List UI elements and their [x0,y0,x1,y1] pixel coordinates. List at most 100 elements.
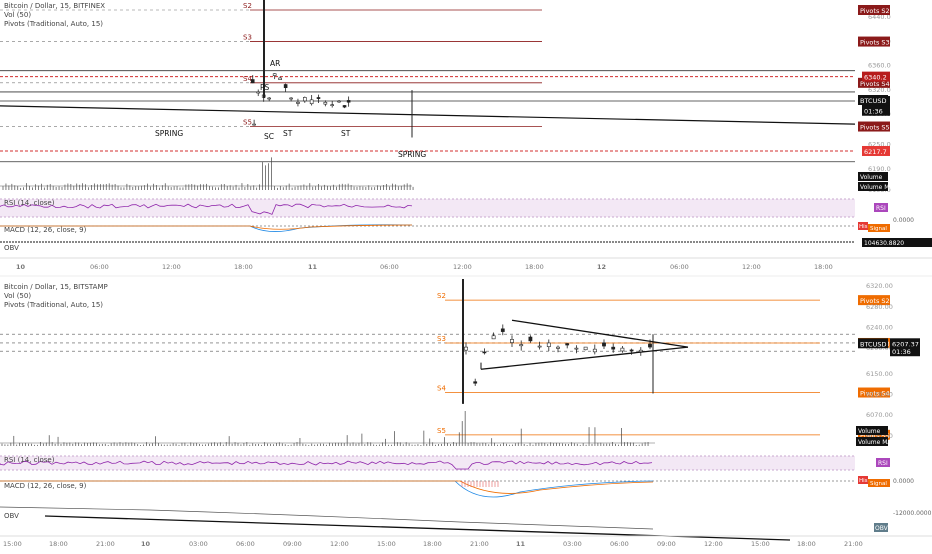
bottom-rsi-tag-bg [876,458,890,467]
top-obv-tag: 104630.8820 [864,240,904,247]
bottom-candle-body [528,336,533,342]
top-x-tick: 18:00 [234,263,253,271]
bottom-macd-line [0,480,654,498]
top-x-tick: 12 [597,263,606,271]
bottom-pivot-tag: Pivots S2 [860,297,890,305]
top-pivot-tag: Pivots S4 [860,80,890,88]
bottom-symbol-tag: BTCUSD [860,340,886,348]
top-annotation: ST [341,129,351,138]
top-volume-tag: Volume [860,174,883,181]
top-candle-body [283,84,288,88]
top-candle-body [302,97,307,102]
bottom-macd-label: MACD (12, 26, close, 9) [4,482,87,490]
top-macd-label: MACD (12, 26, close, 9) [4,226,87,234]
top-candle-body [267,97,271,100]
top-candle-body [289,97,293,100]
bottom-candle-body [537,345,542,348]
bottom-candle-body [611,346,616,350]
top-annotation: SPRING [398,150,426,159]
bottom-x-tick: 09:00 [283,540,302,548]
top-candle-body [330,104,335,106]
top-annotation: PS [260,83,270,92]
top-y-tick: 6440.0 [868,13,891,21]
bottom-candle-body [464,346,468,351]
top-obv-label: OBV [4,244,19,252]
bottom-candle-body [565,343,570,346]
bottom-candle-body [620,347,625,352]
bottom-x-tick: 09:00 [657,540,676,548]
top-rsi-band [0,199,855,217]
bottom-pivot-label: S2 [437,292,446,300]
top-y-tick: 6360.0 [868,62,891,70]
bottom-indicator-pivots: Pivots (Traditional, Auto, 15) [4,301,104,309]
bottom-x-tick: 18:00 [797,540,816,548]
top-x-tick: 12:00 [453,263,472,271]
bottom-x-tick: 18:00 [423,540,442,548]
top-symbol-tag: BTCUSD [860,97,886,105]
top-his-tag: His [859,224,868,230]
top-annotation: SPRING [155,129,183,138]
top-rsi-line [0,203,413,215]
bottom-price-tag-bg [890,338,920,349]
bottom-candle-body [602,342,606,347]
bottom-price-tag-bg [890,346,920,357]
top-volume-tag-bg [858,182,888,191]
bottom-x-tick: 15:00 [3,540,22,548]
bottom-y-tick: 6280.00 [866,303,893,311]
top-candle-body [278,77,282,80]
top-x-tick: 11 [308,263,318,271]
top-candle-body [337,100,341,103]
top-pivot-tag-bg [858,77,890,88]
bottom-volume-tag-bg [856,437,888,446]
bottom-candle-body [482,351,487,354]
top-pivot-tag: Pivots S5 [860,124,890,132]
top-y-tick: 6320.0 [868,86,891,94]
top-pivot-tag-bg [858,5,890,15]
top-signal-tag: Signal [870,226,887,232]
top-pivot-tag: Pivots S3 [860,39,890,47]
bottom-his-tag: His [859,478,868,484]
top-candle-body [309,99,314,105]
bottom-indicator-volume: Vol (50) [4,292,32,300]
bottom-x-tick: 15:00 [751,540,770,548]
top-x-tick: 06:00 [670,263,689,271]
bottom-signal-tag-bg [868,479,890,487]
top-pivot-label: S2 [243,2,252,10]
top-symbol-tag-bg [858,95,888,105]
bottom-candle-body [629,349,634,352]
bottom-candle-body [491,335,496,340]
bottom-pivot-tag: Pivots S5 [860,432,890,440]
bottom-pivot-label: S3 [437,335,446,343]
bottom-x-tick: 21:00 [844,540,863,548]
bottom-candle-body [473,381,478,384]
bottom-price-tag: 6207.37 [892,340,919,348]
bottom-obv-tag-bg [874,523,888,532]
bottom-y-tick: 6110.00 [866,391,893,399]
top-price-tag: 6217.7 [864,148,887,156]
top-panel-bg [0,0,932,262]
top-candle-body [346,100,351,103]
bottom-volume-tag-bg [856,426,888,435]
bottom-x-tick: 03:00 [189,540,208,548]
top-y-tick: 6250.0 [868,141,891,149]
top-candle-body [256,91,261,94]
top-price-tag-bg [862,105,890,116]
bottom-candle-body [510,339,514,343]
bottom-obv-label: OBV [4,512,19,520]
top-candle-body [296,101,300,104]
top-chart-legend: Bitcoin / Dollar, 15, BITFINEX Vol (50) … [4,2,105,29]
top-signal-tag-bg [868,224,890,232]
top-price-tag-bg [862,145,890,156]
top-x-tick: 18:00 [814,263,833,271]
bottom-candle-body [583,346,588,351]
bottom-pivot-label: S4 [437,385,446,393]
top-x-tick: 06:00 [90,263,109,271]
bottom-rsi-line [0,460,653,470]
top-candle-body [323,101,328,105]
bottom-macd-value: 0.0000 [893,478,914,485]
top-pivot-tag-bg [858,36,890,47]
bottom-x-tick: 06:00 [610,540,629,548]
bottom-obv-tag: OBV [875,525,889,532]
top-pivot-tag: Pivots S2 [860,7,890,15]
